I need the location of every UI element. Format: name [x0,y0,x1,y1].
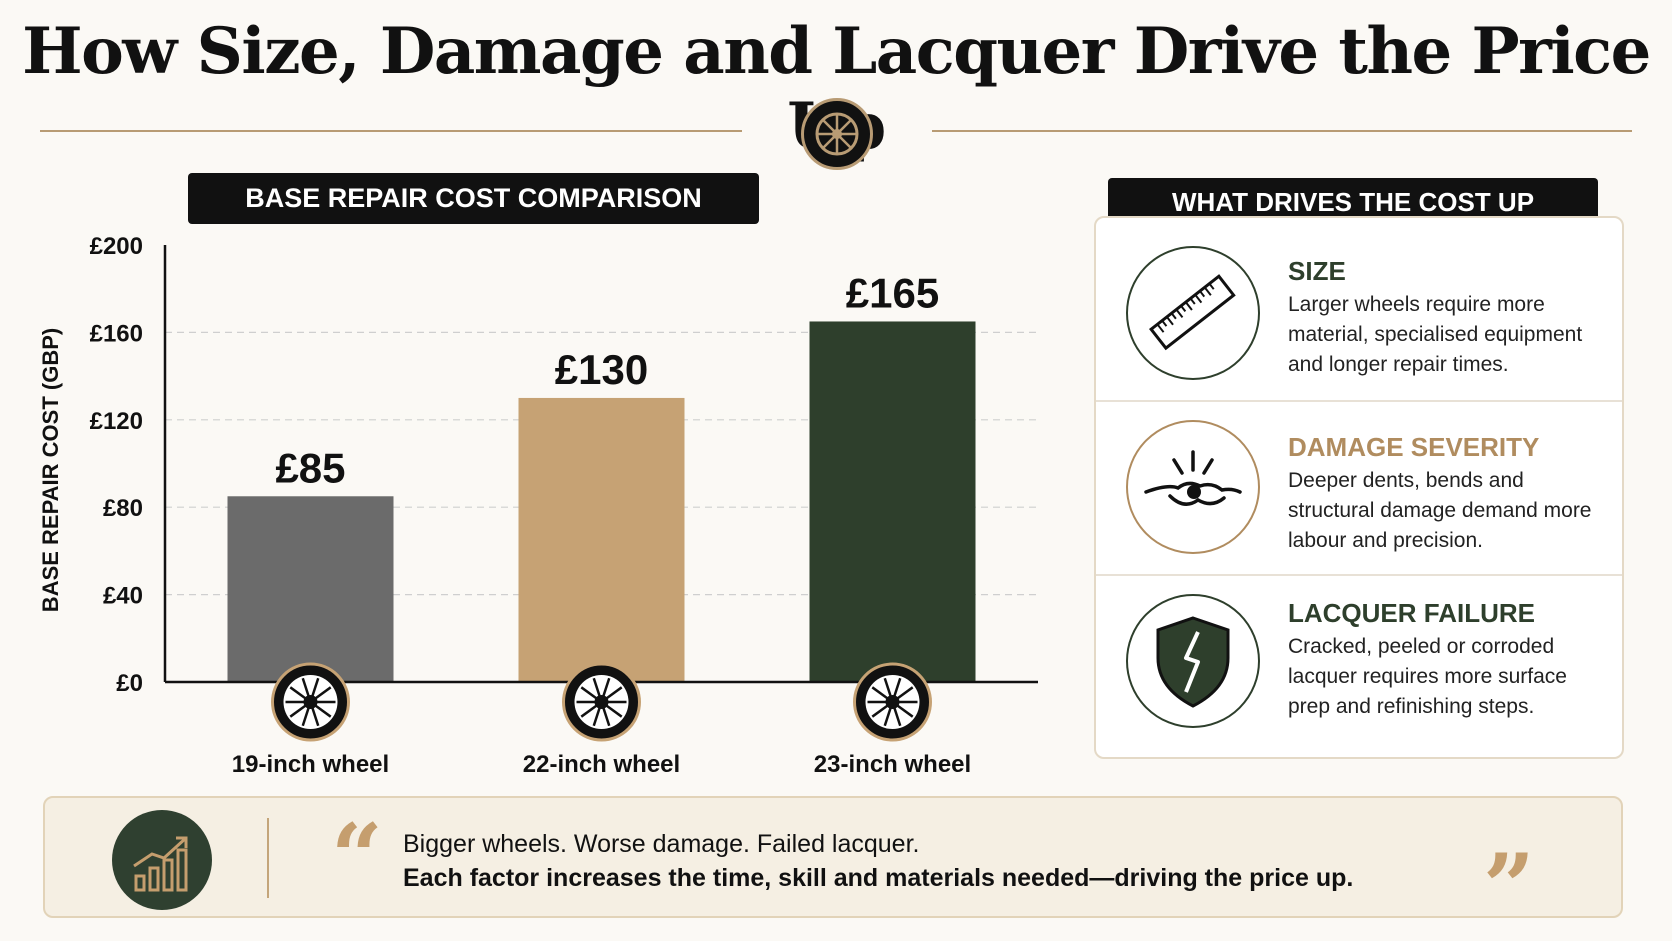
wheel-icon [853,662,932,742]
wheel-spoke [311,677,320,697]
wheel-icon [271,662,350,742]
bar [809,321,976,682]
driver-damage: DAMAGE SEVERITY Deeper dents, bends and … [1096,400,1622,576]
wheel-hub [885,695,900,709]
wheel-spoke [893,677,902,697]
y-tick-label: £40 [103,583,143,610]
title-divider-right [932,130,1632,132]
close-quote-icon: ” [1483,834,1535,940]
wheel-spoke [871,704,889,718]
y-tick-label: £120 [90,408,143,435]
y-tick-label: £80 [103,495,143,522]
wheel-spoke [311,707,320,727]
wheel-spoke [289,686,307,700]
wheel-spoke [871,686,889,700]
wheel-spoke [314,704,332,718]
wheel-spoke [605,704,623,718]
category-label: 19-inch wheel [232,751,389,778]
summary-quote-box: “ Bigger wheels. Worse damage. Failed la… [43,796,1623,932]
wheel-spoke [592,677,601,697]
wheel-spoke [289,704,307,718]
footer-line-1: Bigger wheels. Worse damage. Failed lacq… [403,830,920,858]
footer-line-2: Each factor increases the time, skill an… [403,864,1354,892]
wheel-spoke [301,707,310,727]
wheel-spoke [592,707,601,727]
wheel-spoke [580,686,598,700]
chart-panel-title: BASE REPAIR COST COMPARISON [188,173,759,224]
cost-drivers-panel: SIZE Larger wheels require more material… [1094,216,1624,759]
wheel-hub [303,695,318,709]
wheel-icon [562,662,641,742]
wheel-spoke [896,704,914,718]
driver-size-text: Larger wheels require more material, spe… [1288,293,1583,376]
driver-lacquer-title: LACQUER FAILURE [1288,598,1535,628]
wheel-spoke [605,686,623,700]
bar [518,397,685,682]
wheel-spoke [896,686,914,700]
y-tick-label: £200 [90,233,143,260]
y-axis-label: BASE REPAIR COST (GBP) [38,328,63,612]
wheel-spoke [314,686,332,700]
title-divider-left [40,130,742,132]
data-label: £85 [275,444,345,491]
wheel-spoke [883,707,892,727]
wheel-spoke [602,707,611,727]
wheel-spoke [301,677,310,697]
driver-lacquer-text: Cracked, peeled or corroded lacquer requ… [1288,635,1567,718]
category-label: 23-inch wheel [814,751,971,778]
wheel-emblem-icon [801,98,873,170]
data-label: £165 [846,269,939,316]
wheel-hub [594,695,609,709]
driver-lacquer: LACQUER FAILURE Cracked, peeled or corro… [1096,574,1622,750]
wheel-spoke [580,704,598,718]
impact-icon [1126,420,1260,554]
ruler-icon [1126,246,1260,380]
driver-damage-text: Deeper dents, bends and structural damag… [1288,469,1592,552]
driver-size-title: SIZE [1288,256,1346,286]
footer-divider [267,818,269,898]
wheel-spoke [883,677,892,697]
driver-damage-title: DAMAGE SEVERITY [1288,432,1540,462]
y-tick-label: £160 [90,320,143,347]
wheel-spoke [602,677,611,697]
driver-size: SIZE Larger wheels require more material… [1096,218,1622,392]
category-label: 22-inch wheel [523,751,680,778]
cracked-shield-icon [1126,594,1260,728]
bar [227,496,394,682]
rising-chart-icon [112,810,212,910]
wheel-spoke [893,707,902,727]
y-tick-label: £0 [116,670,143,697]
open-quote-icon: “ [331,804,383,910]
data-label: £130 [555,346,648,393]
